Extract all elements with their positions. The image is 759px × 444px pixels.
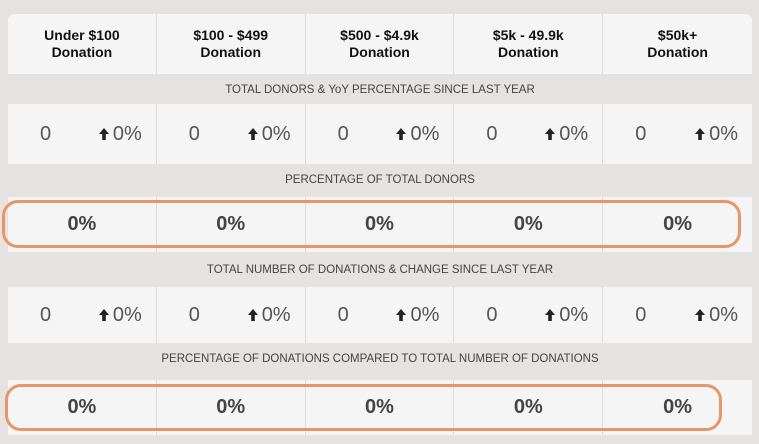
tier-suffix: Donation: [497, 44, 559, 60]
tier-header-cell: $50k+ Donation: [603, 14, 752, 74]
section-title-total-donations: TOTAL NUMBER OF DONATIONS & CHANGE SINCE…: [206, 264, 554, 276]
yoy-change: 0%: [544, 304, 588, 327]
stat-cell: 0 0%: [157, 287, 306, 343]
arrow-up-icon: [396, 128, 407, 140]
pct-cell: 0%: [454, 197, 604, 252]
pct-total-donors-row: 0% 0% 0% 0% 0%: [8, 197, 752, 252]
yoy-change: 0%: [544, 123, 588, 146]
yoy-change: 0%: [395, 304, 439, 327]
yoy-change-value: 0%: [709, 303, 738, 326]
arrow-up-icon: [695, 128, 706, 140]
arrow-up-icon: [545, 128, 556, 140]
tier-suffix: Donation: [349, 44, 410, 60]
section-title-pct-total-donors: PERCENTAGE OF TOTAL DONORS: [285, 174, 475, 186]
pct-value: 0%: [365, 213, 394, 235]
pct-donations-row: 0% 0% 0% 0% 0%: [8, 380, 752, 435]
donor-count: 0: [337, 122, 349, 145]
tier-range: $500 - $4.9k: [340, 27, 419, 43]
stat-cell: 0 0%: [8, 287, 157, 343]
tier-header-cell: $5k - 49.9k Donation: [454, 14, 604, 74]
donation-count: 0: [635, 303, 647, 326]
tier-range: $100 - $499: [193, 27, 269, 43]
pct-value: 0%: [663, 213, 693, 235]
donation-count: 0: [337, 303, 349, 326]
tier-range: $5k - 49.9k: [492, 27, 564, 43]
yoy-change: 0%: [694, 123, 738, 146]
tier-range: Under $100: [44, 27, 120, 43]
yoy-change: 0%: [395, 123, 439, 146]
pct-cell: 0%: [157, 197, 306, 252]
yoy-change-value: 0%: [410, 122, 440, 145]
yoy-change-value: 0%: [559, 122, 589, 145]
stat-cell: 0 0%: [306, 287, 455, 343]
yoy-change: 0%: [98, 123, 142, 146]
arrow-up-icon: [247, 128, 258, 140]
stat-cell: 0 0%: [603, 287, 752, 343]
arrow-up-icon: [98, 128, 109, 140]
tier-suffix: Donation: [200, 44, 262, 60]
pct-value: 0%: [513, 213, 543, 235]
tier-header-cell: $500 - $4.9k Donation: [306, 14, 455, 74]
pct-cell: 0%: [306, 380, 455, 435]
yoy-change-value: 0%: [559, 303, 589, 326]
arrow-up-icon: [545, 309, 556, 321]
yoy-change-value: 0%: [112, 122, 142, 145]
section-title-pct-donations: PERCENTAGE OF DONATIONS COMPARED TO TOTA…: [161, 353, 599, 365]
arrow-up-icon: [98, 309, 109, 321]
donor-count: 0: [635, 122, 647, 145]
yoy-change-value: 0%: [261, 303, 291, 326]
tier-suffix: Donation: [51, 44, 113, 60]
pct-value: 0%: [663, 396, 693, 418]
stat-cell: 0 0%: [454, 104, 604, 164]
pct-value: 0%: [513, 396, 543, 418]
yoy-change: 0%: [694, 304, 738, 327]
stat-cell: 0 0%: [8, 104, 157, 164]
yoy-change-value: 0%: [261, 122, 291, 145]
tier-suffix: Donation: [647, 44, 708, 60]
total-donors-row: 0 0% 0 0% 0 0% 0 0% 0 0%: [8, 104, 752, 164]
tier-range: $50k+: [657, 27, 698, 43]
stat-cell: 0 0%: [603, 104, 752, 164]
pct-cell: 0%: [306, 197, 455, 252]
yoy-change-value: 0%: [112, 303, 142, 326]
arrow-up-icon: [695, 309, 706, 321]
pct-cell: 0%: [8, 380, 157, 435]
pct-value: 0%: [216, 396, 246, 418]
stat-cell: 0 0%: [157, 104, 306, 164]
donation-count: 0: [40, 303, 52, 326]
yoy-change-value: 0%: [709, 122, 738, 145]
pct-cell: 0%: [157, 380, 306, 435]
pct-cell: 0%: [603, 197, 752, 252]
pct-value: 0%: [67, 396, 97, 418]
tier-header-cell: $100 - $499 Donation: [157, 14, 306, 74]
pct-value: 0%: [67, 213, 97, 235]
donor-count: 0: [188, 122, 200, 145]
donation-count: 0: [188, 303, 200, 326]
donation-count: 0: [486, 303, 498, 326]
pct-cell: 0%: [454, 380, 604, 435]
donor-count: 0: [40, 122, 52, 145]
tier-header-cell: Under $100 Donation: [8, 14, 157, 74]
donor-count: 0: [486, 122, 498, 145]
pct-cell: 0%: [603, 380, 752, 435]
arrow-up-icon: [247, 309, 258, 321]
yoy-change: 0%: [247, 304, 291, 327]
total-donations-row: 0 0% 0 0% 0 0% 0 0% 0 0%: [8, 287, 752, 343]
pct-cell: 0%: [8, 197, 157, 252]
yoy-change: 0%: [98, 304, 142, 327]
section-title-total-donors: TOTAL DONORS & YoY PERCENTAGE SINCE LAST…: [225, 84, 535, 96]
yoy-change-value: 0%: [410, 303, 440, 326]
stat-cell: 0 0%: [306, 104, 455, 164]
pct-value: 0%: [365, 396, 394, 418]
pct-value: 0%: [216, 213, 246, 235]
stat-cell: 0 0%: [454, 287, 604, 343]
yoy-change: 0%: [247, 123, 291, 146]
donation-tier-header: Under $100 Donation $100 - $499 Donation…: [8, 14, 752, 74]
arrow-up-icon: [396, 309, 407, 321]
